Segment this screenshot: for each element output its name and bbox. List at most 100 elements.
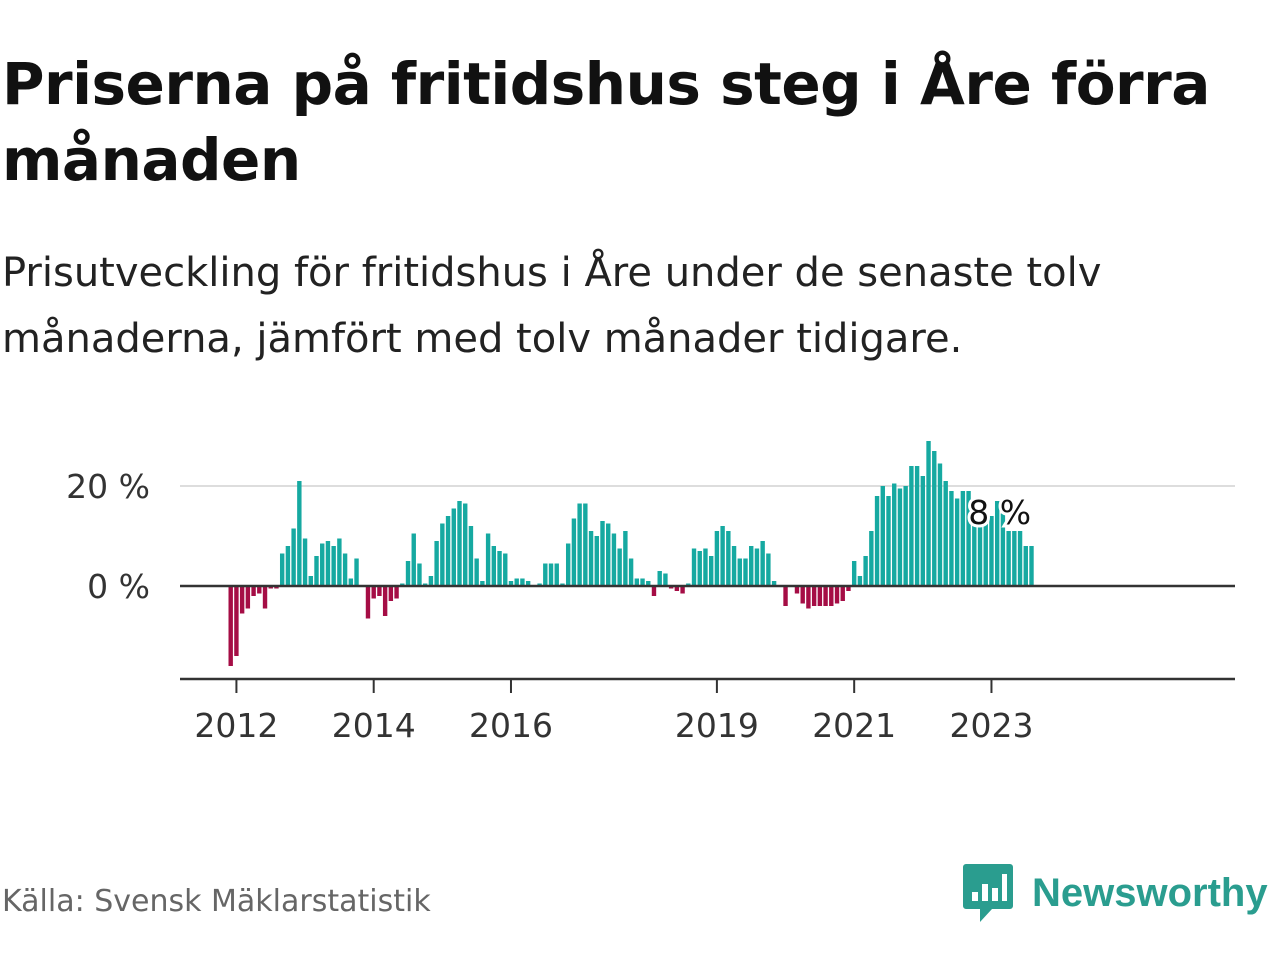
- bar: [892, 483, 897, 586]
- bar: [663, 573, 668, 586]
- bar: [1023, 546, 1028, 586]
- bar: [577, 503, 582, 586]
- bar: [474, 558, 479, 586]
- bar: [708, 556, 714, 586]
- bar: [480, 581, 485, 586]
- bar: [411, 533, 416, 586]
- bar: [365, 586, 371, 619]
- bar: [783, 586, 788, 606]
- bar: [520, 578, 525, 586]
- bar: [646, 581, 651, 586]
- bar: [851, 561, 857, 586]
- bar: [468, 526, 474, 586]
- bar: [617, 548, 622, 586]
- bar: [554, 563, 559, 586]
- bar: [640, 578, 645, 586]
- x-tick-label: 2023: [949, 706, 1033, 745]
- bar: [703, 548, 708, 586]
- bar: [451, 508, 456, 586]
- bar: [943, 481, 948, 586]
- bar: [394, 586, 399, 599]
- bar: [749, 546, 754, 586]
- bar: [743, 558, 748, 586]
- bar: [508, 581, 514, 586]
- bar: [279, 553, 285, 586]
- bar: [251, 586, 256, 596]
- bar: [382, 586, 388, 616]
- bar: [857, 576, 863, 586]
- source-note: Källa: Svensk Mäklarstatistik: [2, 884, 431, 919]
- bar: [800, 586, 805, 604]
- bar: [548, 563, 554, 586]
- bar: [771, 581, 777, 586]
- bar: [543, 563, 548, 586]
- bar: [880, 486, 885, 586]
- bar: [325, 541, 331, 586]
- bar: [434, 541, 439, 586]
- bar: [417, 563, 422, 586]
- bar: [331, 546, 336, 586]
- bar: [829, 586, 834, 606]
- bar: [1029, 546, 1034, 586]
- bar: [726, 531, 731, 586]
- bar: [588, 531, 594, 586]
- x-tick-label: 2019: [675, 706, 759, 745]
- bar: [525, 581, 531, 586]
- bar: [994, 501, 1000, 586]
- bar: [823, 586, 828, 606]
- bar: [989, 516, 994, 586]
- bar: [1012, 531, 1017, 586]
- bar: [983, 523, 988, 586]
- bar: [491, 546, 497, 586]
- brand-logo: Newsworthy: [962, 862, 1268, 924]
- bar: [909, 466, 914, 586]
- chart-subtitle: Prisutveckling för fritidshus i Åre unde…: [2, 250, 1102, 362]
- bar: [245, 586, 251, 609]
- bar: [937, 463, 943, 586]
- bar: [445, 516, 451, 586]
- bar: [760, 541, 765, 586]
- bar: [714, 531, 720, 586]
- bar: [503, 553, 508, 586]
- x-tick-label: 2012: [194, 706, 278, 745]
- bar: [874, 496, 880, 586]
- bar: [977, 521, 983, 586]
- chart-title: Priserna på fritidshus steg i Åre förra …: [2, 50, 1210, 194]
- bar: [302, 538, 308, 586]
- bar: [342, 553, 348, 586]
- bar: [949, 491, 954, 586]
- bar: [388, 586, 394, 601]
- bar: [720, 526, 725, 586]
- bar: [348, 578, 354, 586]
- bars-layer: [228, 441, 1034, 666]
- bar: [811, 586, 817, 606]
- bar: [697, 551, 702, 586]
- bar: [954, 498, 960, 586]
- bar: [897, 488, 903, 586]
- bar: [583, 503, 588, 586]
- bar: [846, 586, 851, 591]
- bar: [657, 571, 662, 586]
- bar: [628, 558, 634, 586]
- bar: [463, 503, 468, 586]
- bar: [308, 576, 313, 586]
- bar: [886, 496, 891, 586]
- bar: [297, 481, 302, 586]
- bar: [320, 543, 325, 586]
- bar: [869, 531, 874, 586]
- bar: [674, 586, 680, 591]
- bar: [634, 578, 640, 586]
- bar: [651, 586, 657, 596]
- bar: [257, 586, 262, 594]
- bar: [623, 531, 628, 586]
- bar: [840, 586, 845, 601]
- bar: [262, 586, 268, 609]
- bar: [371, 586, 376, 599]
- bar: [514, 578, 519, 586]
- bar: [960, 491, 966, 586]
- bar: [405, 561, 411, 586]
- bar: [285, 546, 291, 586]
- bar: [457, 501, 462, 586]
- bar: [228, 586, 233, 666]
- bar: [1000, 513, 1006, 586]
